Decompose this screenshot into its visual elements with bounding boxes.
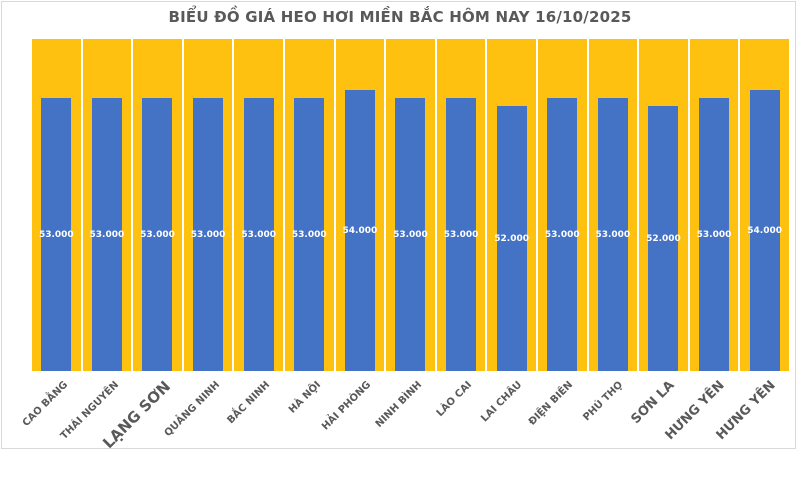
price-bar: 53.000 bbox=[393, 98, 428, 371]
bar-value-label: 53.000 bbox=[443, 229, 479, 240]
price-bar: 53.000 bbox=[241, 98, 277, 371]
column-background: 53.000 bbox=[588, 39, 638, 371]
price-bar: 53.000 bbox=[443, 98, 479, 371]
bar-value-label: 53.000 bbox=[544, 229, 580, 240]
category-label: HẢI PHÒNG bbox=[320, 379, 374, 433]
category-label: LÀO CAI bbox=[434, 379, 475, 419]
category-label: SƠN LA bbox=[628, 378, 678, 428]
bar-value-label: 53.000 bbox=[696, 229, 732, 240]
price-bar: 54.000 bbox=[342, 90, 378, 371]
price-bar: 52.000 bbox=[646, 106, 681, 371]
column-background: 53.000 bbox=[234, 39, 283, 371]
column-background: 54.000 bbox=[740, 39, 789, 371]
column-background: 52.000 bbox=[487, 39, 536, 371]
bar-value-label: 52.000 bbox=[646, 233, 681, 244]
column-background: 53.000 bbox=[183, 39, 233, 371]
column-background: 53.000 bbox=[32, 39, 81, 371]
bar-value-label: 53.000 bbox=[291, 229, 327, 240]
bar-value-label: 53.000 bbox=[140, 229, 175, 240]
price-bar: 53.000 bbox=[696, 98, 732, 371]
category-label: PHÚ THỌ bbox=[581, 379, 626, 424]
bar-value-label: 53.000 bbox=[190, 229, 226, 240]
category-label: HÀ NỘI bbox=[286, 379, 323, 416]
plot-area: 53.000 53.000 53.000 53.000 53.000 53.000 54.0… bbox=[32, 39, 789, 371]
price-bar: 52.000 bbox=[494, 106, 530, 371]
price-bar: 53.000 bbox=[544, 98, 580, 371]
bar-value-label: 54.000 bbox=[747, 225, 782, 236]
category-label: LAI CHÂU bbox=[479, 379, 525, 425]
category-label: ĐIỆN BIÊN bbox=[526, 379, 576, 428]
column-background: 53.000 bbox=[133, 39, 182, 371]
category-label: HƯNG YÊN bbox=[662, 378, 728, 444]
chart-title: BIỂU ĐỒ GIÁ HEO HƠI MIỀN BẮC HÔM NAY 16/… bbox=[168, 8, 632, 26]
column-background: 53.000 bbox=[386, 39, 435, 371]
column-background: 53.000 bbox=[284, 39, 334, 371]
bar-value-label: 53.000 bbox=[89, 229, 125, 240]
category-label: QUẢNG NINH bbox=[162, 379, 222, 439]
column-background: 53.000 bbox=[436, 39, 486, 371]
column-background: 53.000 bbox=[537, 39, 587, 371]
price-bar: 53.000 bbox=[140, 98, 175, 371]
bar-value-label: 53.000 bbox=[595, 229, 631, 240]
bar-value-label: 54.000 bbox=[342, 225, 378, 236]
bar-value-label: 52.000 bbox=[494, 233, 530, 244]
bar-value-label: 53.000 bbox=[393, 229, 428, 240]
price-bar: 53.000 bbox=[190, 98, 226, 371]
category-label: BẮC NINH bbox=[225, 379, 273, 427]
category-label: HƯNG YÊN bbox=[713, 378, 779, 444]
category-label: NINH BÌNH bbox=[373, 379, 424, 430]
category-axis: CAO BẰNG THÁI NGUYÊN LẠNG SƠN QUẢNG NINH BẮC… bbox=[0, 371, 800, 452]
price-bar: 53.000 bbox=[595, 98, 631, 371]
bar-value-label: 53.000 bbox=[38, 229, 74, 240]
price-bar: 53.000 bbox=[38, 98, 74, 371]
column-background: 53.000 bbox=[82, 39, 132, 371]
bar-value-label: 53.000 bbox=[241, 229, 277, 240]
column-background: 54.000 bbox=[335, 39, 385, 371]
category-label: LẠNG SƠN bbox=[99, 377, 175, 453]
price-bar: 54.000 bbox=[747, 90, 782, 371]
price-bar: 53.000 bbox=[89, 98, 125, 371]
column-background: 52.000 bbox=[639, 39, 688, 371]
column-background: 53.000 bbox=[689, 39, 739, 371]
price-bar: 53.000 bbox=[291, 98, 327, 371]
